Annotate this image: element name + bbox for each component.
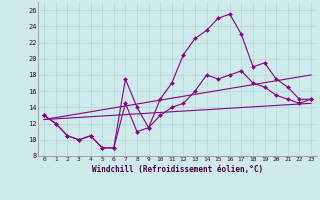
- X-axis label: Windchill (Refroidissement éolien,°C): Windchill (Refroidissement éolien,°C): [92, 165, 263, 174]
